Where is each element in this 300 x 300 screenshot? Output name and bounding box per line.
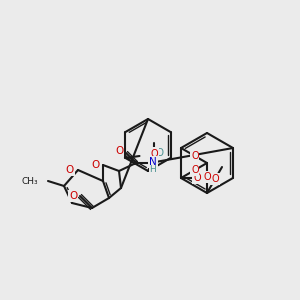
Text: O: O [191, 151, 199, 161]
Text: O: O [150, 149, 158, 159]
Text: O: O [66, 165, 74, 175]
Text: CH₃: CH₃ [21, 176, 38, 185]
Text: O: O [211, 174, 219, 184]
Text: N: N [149, 157, 157, 167]
Text: H: H [150, 166, 156, 175]
Text: O: O [115, 146, 123, 156]
Text: O: O [191, 165, 199, 175]
Text: HO: HO [149, 148, 164, 158]
Text: O: O [69, 191, 77, 201]
Text: O: O [203, 172, 211, 182]
Text: O: O [193, 173, 201, 183]
Text: O: O [91, 160, 99, 170]
